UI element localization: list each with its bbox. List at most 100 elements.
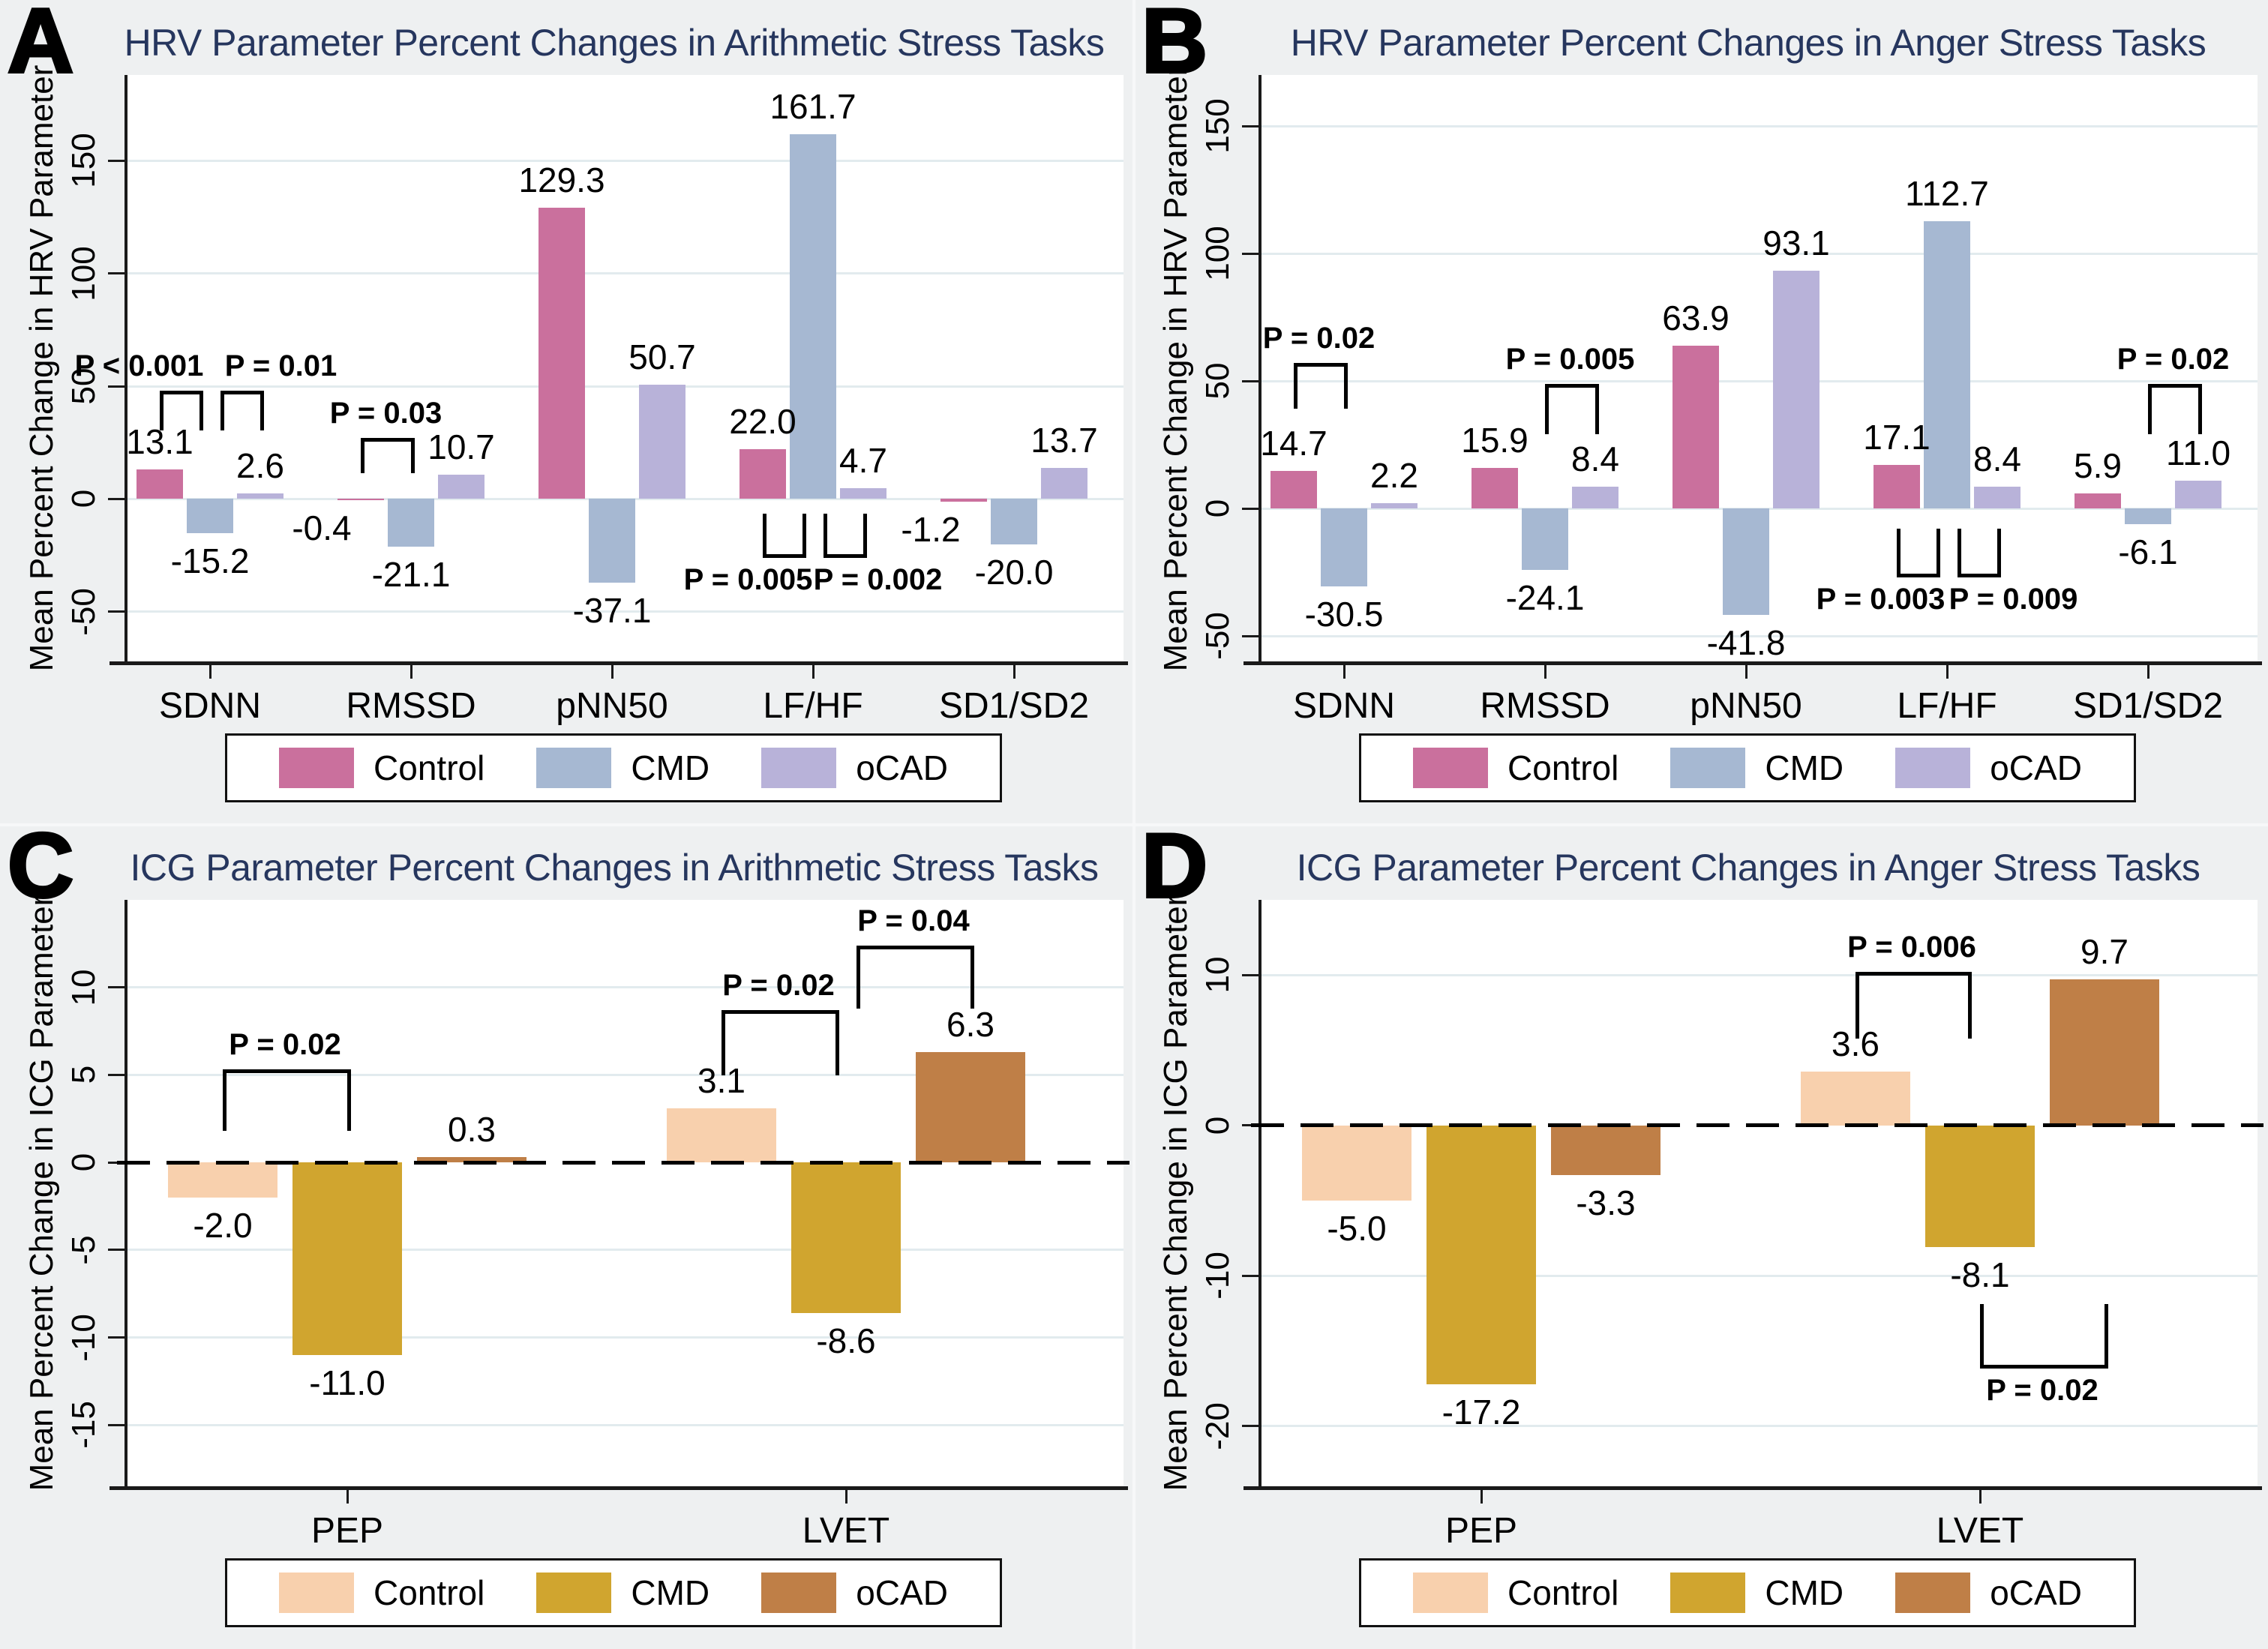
legend-swatch-cmd <box>536 1573 612 1613</box>
significance-bracket <box>824 514 867 559</box>
bar-control-RMSSD <box>338 499 384 501</box>
bar-value-label: -41.8 <box>1706 623 1786 663</box>
bar-value-label: 14.7 <box>1260 424 1328 463</box>
y-axis-line <box>1258 75 1262 665</box>
bar-value-label: 63.9 <box>1662 298 1730 337</box>
y-tick-label: -50 <box>1199 612 1236 660</box>
bar-cmd-LVET <box>791 1162 901 1313</box>
p-value-label: P = 0.01 <box>224 349 338 383</box>
plot-area: 10 5 0 -5 -10 -15 -2.0 3.1 -11.0 -8.6 0.3 6.3 PEP LVE… <box>0 825 1134 1649</box>
bar-value-label: -8.1 <box>1950 1255 2010 1295</box>
bar-ocad-SD1SD2 <box>2175 480 2222 508</box>
x-category-label: SDNN <box>158 686 262 726</box>
significance-bracket <box>220 391 264 431</box>
bar-value-label: 129.3 <box>518 160 605 199</box>
x-category-label: pNN50 <box>556 686 668 726</box>
x-axis-line <box>110 1486 1128 1490</box>
bar-ocad-RMSSD <box>438 475 484 499</box>
significance-bracket <box>2148 384 2202 434</box>
y-axis-line <box>1258 900 1262 1490</box>
p-value-label: P = 0.009 <box>1948 582 2078 616</box>
bar-value-label: -6.1 <box>2118 532 2178 571</box>
bar-cmd-LFHF <box>1924 220 1970 508</box>
significance-bracket <box>1545 384 1599 434</box>
p-value-label: P = 0.03 <box>329 397 442 430</box>
gridline <box>128 385 1124 388</box>
bar-value-label: -8.6 <box>816 1321 876 1360</box>
x-tick-mark <box>2146 665 2150 679</box>
bar-cmd-LFHF <box>790 134 836 499</box>
legend: Control CMD oCAD <box>225 733 1002 802</box>
gridline <box>1262 379 2258 382</box>
significance-bracket <box>722 1010 839 1075</box>
x-category-label: RMSSD <box>346 686 476 726</box>
bar-ocad-RMSSD <box>1572 487 1618 508</box>
y-tick-label: 10 <box>65 969 102 1006</box>
x-category-label: LVET <box>1936 1511 2024 1551</box>
legend-swatch-control <box>279 748 355 788</box>
panel-title: HRV Parameter Percent Changes in Anger S… <box>1290 22 2206 64</box>
legend: Control CMD oCAD <box>225 1558 1002 1627</box>
bar-control-SDNN <box>1270 471 1317 508</box>
gridline <box>1262 1274 2258 1277</box>
x-category-label: SD1/SD2 <box>2072 686 2224 726</box>
bar-cmd-pNN50 <box>1723 508 1769 616</box>
x-category-label: PEP <box>1444 1511 1518 1551</box>
panel-a: A HRV Parameter Percent Changes in Arith… <box>0 0 1134 825</box>
y-axis-line <box>124 75 128 665</box>
legend-item: CMD <box>536 1573 710 1613</box>
plot-area: 10 0 -10 -20 -5.0 3.6 -17.2 -8.1 -3.3 9.7 PEP LVET M… <box>1134 825 2268 1649</box>
bar-value-label: 4.7 <box>839 441 887 481</box>
y-tick-label: -50 <box>65 588 102 636</box>
p-value-label: P = 0.003 <box>1816 582 1946 616</box>
x-axis-line <box>1244 1486 2262 1490</box>
bar-value-label: 161.7 <box>770 87 856 127</box>
bar-value-label: 17.1 <box>1863 417 1930 457</box>
y-tick-mark <box>108 1073 128 1076</box>
panel-b: B HRV Parameter Percent Changes in Anger… <box>1134 0 2268 825</box>
y-tick-mark <box>108 159 128 162</box>
x-category-label: PEP <box>310 1511 384 1551</box>
y-tick-label: 10 <box>1199 956 1236 994</box>
x-tick-mark <box>1342 665 1346 679</box>
x-category-label: LF/HF <box>1897 686 1997 726</box>
significance-bracket <box>1897 529 1940 577</box>
bar-value-label: -2.0 <box>193 1205 253 1245</box>
bar-value-label: -37.1 <box>572 591 652 631</box>
x-tick-mark <box>610 665 614 679</box>
p-value-label: P < 0.001 <box>74 349 204 383</box>
bar-value-label: -15.2 <box>170 541 250 581</box>
y-axis-title: Mean Percent Change in HRV Parameter <box>23 64 60 672</box>
bar-value-label: 15.9 <box>1461 420 1528 460</box>
bar-control-pNN50 <box>1672 345 1719 508</box>
legend-label: Control <box>1508 748 1619 787</box>
panel-letter: C <box>6 813 75 918</box>
y-axis-title: Mean Percent Change in HRV Parameter <box>1157 64 1194 672</box>
legend-label: CMD <box>631 748 710 787</box>
x-category-label: SDNN <box>1292 686 1396 726</box>
bar-value-label: 13.7 <box>1030 421 1098 460</box>
bar-control-LVET <box>667 1108 776 1163</box>
y-tick-mark <box>108 1423 128 1426</box>
significance-bracket <box>160 391 203 431</box>
panel-title: HRV Parameter Percent Changes in Arithme… <box>124 22 1105 64</box>
bar-value-label: 8.4 <box>1571 439 1619 479</box>
bar-ocad-PEP <box>417 1157 526 1163</box>
bar-control-SD1SD2 <box>2074 493 2121 508</box>
y-tick-label: -5 <box>65 1235 102 1265</box>
legend-item: CMD <box>1670 1573 1844 1613</box>
gridline <box>128 1336 1124 1339</box>
legend-label: CMD <box>1765 748 1844 787</box>
legend-swatch-cmd <box>536 748 612 788</box>
legend: Control CMD oCAD <box>1359 1558 2136 1627</box>
legend-swatch-ocad <box>1895 1573 1971 1613</box>
x-axis-line <box>110 661 1128 665</box>
p-value-label: P = 0.005 <box>1505 343 1635 376</box>
bar-control-PEP <box>168 1162 278 1198</box>
gridline <box>128 1423 1124 1426</box>
bar-ocad-pNN50 <box>639 384 686 499</box>
y-tick-label: -15 <box>65 1401 102 1450</box>
significance-bracket <box>763 514 806 559</box>
significance-bracket <box>223 1069 351 1132</box>
y-tick-label: 0 <box>1199 1116 1236 1135</box>
